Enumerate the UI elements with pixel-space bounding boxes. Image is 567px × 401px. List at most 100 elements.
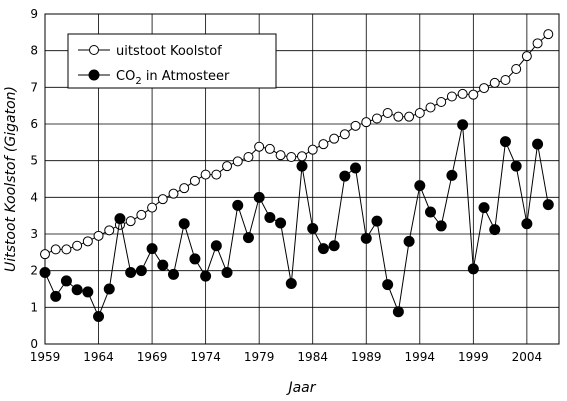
x-tick-label: 1984 (297, 350, 328, 364)
series-0-point (222, 161, 233, 172)
series-1-point (242, 232, 254, 244)
series-1-point (210, 240, 222, 252)
series-0-point (200, 169, 211, 180)
legend-label-co2: CO2 in Atmosteer (116, 69, 230, 87)
series-0-point (307, 144, 318, 155)
series-1-point (425, 206, 436, 218)
y-tick-label: 2 (30, 264, 38, 278)
series-1-point (39, 267, 51, 278)
y-tick-label: 8 (30, 44, 38, 58)
x-tick-label: 1999 (458, 350, 489, 364)
series-1-point (446, 169, 458, 181)
series-1-point (467, 263, 479, 275)
series-0-point (446, 91, 457, 102)
series-1-point (382, 279, 394, 291)
series-0-point (393, 111, 404, 122)
series-1-point (532, 138, 544, 150)
series-0-point (232, 156, 243, 167)
series-1-point (489, 224, 501, 236)
series-1-point (82, 286, 94, 298)
series-0-point (82, 236, 93, 247)
series-1-point (221, 267, 233, 278)
series-0-point (511, 64, 522, 74)
series-0-point (414, 108, 425, 118)
y-tick-label: 0 (30, 337, 38, 351)
legend-marker-emissions (89, 45, 99, 55)
series-0-point (179, 183, 190, 194)
series-0-point (318, 139, 329, 150)
x-tick-label: 1969 (137, 350, 168, 364)
series-0-point (457, 88, 468, 99)
legend-box (67, 33, 277, 89)
series-1-point (135, 265, 147, 277)
series-0-point (50, 244, 61, 255)
series-0-point (436, 97, 447, 107)
series-1-point (146, 243, 158, 255)
series-1-point (392, 306, 404, 318)
series-0-point (404, 111, 415, 122)
series-0-point (521, 51, 532, 62)
series-0-point (479, 83, 490, 94)
series-1-point (114, 213, 126, 225)
y-axis-title: Uitstoot Koolstof (Gigaton) (3, 86, 19, 272)
series-0-point (72, 240, 83, 251)
series-1-point (435, 220, 447, 232)
series-0-point (168, 188, 179, 199)
series-0-point (157, 194, 168, 205)
series-0-point (500, 75, 511, 85)
series-1-point (371, 215, 383, 227)
series-0-point (40, 249, 50, 260)
series-1-point (253, 191, 265, 203)
series-0-point (425, 102, 436, 113)
series-1-point (499, 136, 511, 148)
series-0-point (350, 120, 361, 131)
x-tick-label: 1959 (30, 350, 61, 364)
series-1-point (328, 240, 340, 252)
series-1-point (317, 243, 329, 255)
series-1-point (521, 218, 533, 230)
x-axis-title: Jaar (285, 380, 316, 396)
series-0-point (532, 38, 543, 49)
series-0-point (254, 141, 265, 152)
series-0-point (468, 89, 479, 100)
series-layer (39, 29, 554, 322)
series-1-point (339, 170, 351, 182)
series-0-point (361, 117, 372, 128)
series-1-point (71, 284, 83, 296)
x-tick-label: 1974 (190, 350, 221, 364)
series-1-point (414, 180, 426, 192)
series-0-point (339, 129, 350, 140)
legend-marker-co2 (88, 69, 100, 81)
series-0-point (264, 143, 275, 154)
series-1-point (189, 253, 201, 265)
series-0-point (243, 152, 254, 162)
series-1-point (50, 290, 62, 302)
series-1-point (178, 218, 190, 230)
series-1-point (285, 278, 297, 289)
y-tick-label: 7 (30, 80, 38, 94)
series-1 (39, 119, 554, 322)
series-0-point (489, 77, 500, 88)
series-1-point (232, 199, 244, 211)
series-1-point (264, 212, 276, 223)
series-1-point (296, 160, 308, 172)
series-1-point (360, 232, 372, 244)
series-1-point (103, 283, 115, 295)
y-tick-label: 3 (30, 227, 38, 241)
x-tick-label: 1989 (351, 350, 382, 364)
y-tick-label: 5 (30, 154, 38, 168)
series-0-point (543, 29, 554, 40)
series-0-point (189, 175, 200, 186)
series-1-point (93, 311, 105, 322)
x-tick-label: 1979 (244, 350, 275, 364)
y-tick-label: 4 (30, 190, 38, 204)
series-1-point (403, 235, 415, 247)
x-tick-label: 1964 (83, 350, 114, 364)
series-1-point (542, 199, 554, 211)
series-0-point (329, 133, 340, 144)
legend-label-emissions: uitstoot Koolstof (116, 44, 222, 59)
series-0-point (211, 169, 222, 180)
y-tick-labels: 0 1 2 3 4 5 6 7 8 9 (30, 7, 38, 351)
series-0-point (125, 216, 136, 227)
x-tick-label: 1994 (405, 350, 436, 364)
